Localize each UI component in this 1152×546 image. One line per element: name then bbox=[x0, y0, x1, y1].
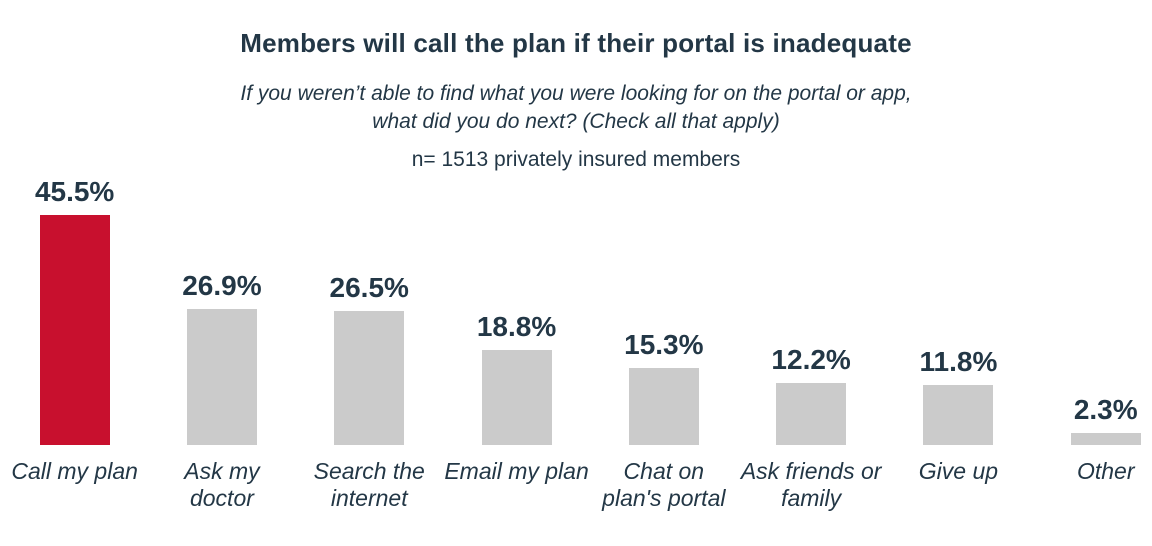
bar bbox=[923, 385, 994, 445]
bar-value-label: 12.2% bbox=[771, 344, 851, 376]
bar-column: 12.2% bbox=[737, 170, 884, 445]
bar-category-label-line: Ask friends or bbox=[740, 458, 882, 484]
bar-category-label-line: Other bbox=[1076, 458, 1135, 484]
chart-subtitle: If you weren’t able to find what you wer… bbox=[0, 80, 1152, 136]
bar-category-label: Call my plan bbox=[1, 458, 148, 512]
bar-category-label-line: internet bbox=[330, 485, 408, 511]
bar-category-label: Chat on plan's portal bbox=[590, 458, 737, 512]
bar-value-label: 26.5% bbox=[329, 272, 409, 304]
bar-value-label: 18.8% bbox=[476, 310, 557, 342]
bar-category-label-line: Call my plan bbox=[11, 458, 138, 484]
bar-category-label: Give up bbox=[885, 458, 1032, 512]
bar-value-label: 15.3% bbox=[624, 328, 704, 360]
sample-size-note: n= 1513 privately insured members bbox=[411, 148, 741, 171]
bar bbox=[39, 215, 110, 445]
bar-column: 26.5% bbox=[296, 170, 443, 445]
bar-column: 45.5% bbox=[1, 170, 148, 445]
bar-category-label-line: Give up bbox=[918, 458, 999, 484]
chart-title: Members will call the plan if their port… bbox=[240, 28, 912, 58]
bar bbox=[481, 349, 552, 445]
bar-category-label: Ask friends or family bbox=[737, 458, 884, 512]
bar-category-label: Ask my doctor bbox=[148, 458, 295, 512]
bar bbox=[776, 383, 847, 445]
bar-column: 18.8% bbox=[443, 170, 590, 445]
bar-column: 2.3% bbox=[1032, 170, 1152, 445]
bar-column: 11.8% bbox=[885, 170, 1032, 445]
bar bbox=[628, 367, 699, 445]
bar-category-label-line: Chat on bbox=[623, 458, 705, 484]
bar-category-label: Search the internet bbox=[296, 458, 443, 512]
bar-category-label: Other bbox=[1032, 458, 1152, 512]
chart-subtitle-line-1: If you weren’t able to find what you wer… bbox=[240, 82, 912, 105]
bar bbox=[186, 309, 257, 445]
bar-category-label-line: family bbox=[781, 485, 842, 511]
bar bbox=[1070, 433, 1141, 445]
bar-value-label: 45.5% bbox=[34, 176, 115, 207]
bar-category-label-line: Search the bbox=[313, 458, 425, 484]
bar-category-label-line: plan's portal bbox=[602, 485, 726, 511]
bar-column: 26.9% bbox=[148, 170, 295, 445]
bar-value-label: 11.8% bbox=[919, 346, 998, 378]
bar-category-label: Email my plan bbox=[443, 458, 590, 512]
category-labels-row: Call my plan Ask my doctor Search the intern… bbox=[1, 458, 1152, 512]
bar-category-label-line: Ask my bbox=[184, 458, 260, 484]
bar bbox=[334, 311, 405, 445]
bar-category-label-line: Email my plan bbox=[444, 458, 589, 484]
bar-chart: 45.5% 26.9% 26.5% 18.8% 15.3% 12.2% 11.8% 2.3% bbox=[1, 170, 1152, 445]
bar-value-label: 2.3% bbox=[1073, 394, 1138, 426]
bar-value-label: 26.9% bbox=[182, 270, 262, 302]
bar-column: 15.3% bbox=[590, 170, 737, 445]
chart-subtitle-line-2: what did you do next? (Check all that ap… bbox=[372, 110, 780, 133]
bar-category-label-line: doctor bbox=[189, 485, 254, 511]
